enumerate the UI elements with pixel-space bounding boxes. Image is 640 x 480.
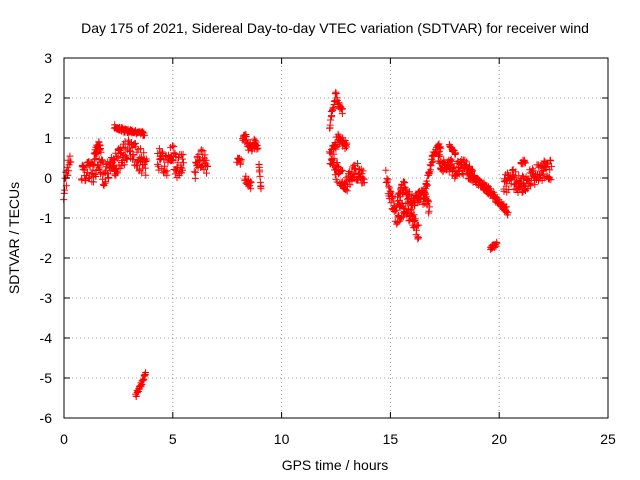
point-group-4	[110, 121, 149, 139]
point-group-9	[233, 154, 245, 168]
x-axis-label: GPS time / hours	[282, 457, 389, 473]
y-tick-label-6: 0	[44, 170, 52, 186]
point-group-5	[110, 136, 151, 180]
y-tick-label-1: -5	[40, 370, 53, 386]
x-tick-label-3: 15	[383, 431, 399, 447]
point-group-15	[325, 148, 368, 195]
y-axis-label: SDTVAR / TECUs	[6, 182, 22, 294]
y-tick-label-4: -2	[40, 250, 53, 266]
point-group-21	[465, 164, 512, 219]
point-group-12	[255, 160, 265, 193]
point-group-24	[517, 156, 529, 168]
point-group-6	[132, 369, 150, 400]
point-group-13	[326, 88, 346, 132]
x-tick-label-2: 10	[274, 431, 290, 447]
point-group-20	[445, 141, 459, 158]
point-group-2	[90, 138, 105, 158]
x-tick-label-5: 25	[600, 431, 616, 447]
y-tick-label-7: 1	[44, 130, 52, 146]
x-tick-label-1: 5	[169, 431, 177, 447]
point-group-23	[500, 156, 556, 196]
y-tick-label-8: 2	[44, 90, 52, 106]
data-points	[60, 88, 556, 400]
point-group-8	[190, 146, 212, 182]
point-group-22	[487, 238, 501, 254]
y-tick-label-3: -3	[40, 290, 53, 306]
point-group-11	[241, 172, 255, 193]
y-tick-label-2: -4	[40, 330, 53, 346]
point-group-18	[419, 140, 445, 208]
y-tick-label-5: -1	[40, 210, 53, 226]
chart-title: Day 175 of 2021, Sidereal Day-to-day VTE…	[81, 20, 589, 36]
point-group-10	[239, 131, 262, 155]
y-tick-label-0: -6	[40, 410, 53, 426]
point-group-14	[328, 130, 351, 163]
point-group-7	[154, 142, 187, 182]
x-tick-label-4: 20	[491, 431, 507, 447]
y-tick-label-9: 3	[44, 50, 52, 66]
x-tick-label-0: 0	[60, 431, 68, 447]
grid-lines	[64, 58, 608, 418]
plot-frame	[63, 57, 609, 419]
axis-ticks: 0 5 10 15 20 25 -6 -5 -4 -3 -2 -1 0 1 2 3	[40, 50, 616, 447]
